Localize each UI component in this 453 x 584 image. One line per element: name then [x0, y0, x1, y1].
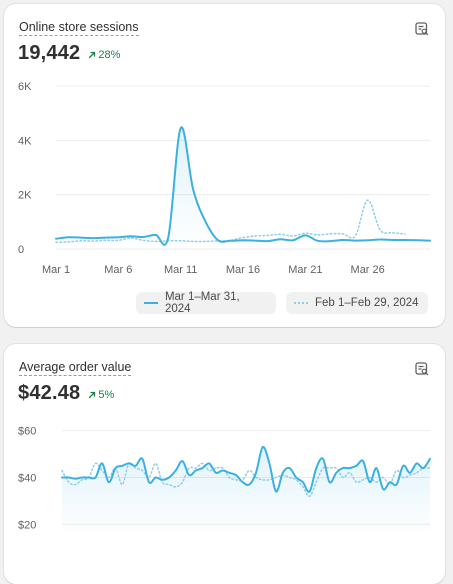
- explore-button[interactable]: [411, 358, 433, 380]
- series-area-fill: [56, 127, 430, 249]
- legend-item-comparison[interactable]: Feb 1–Feb 29, 2024: [286, 292, 428, 314]
- sessions-card-title[interactable]: Online store sessions: [19, 20, 139, 36]
- y-tick-label: 0: [18, 244, 24, 256]
- sessions-card: Online store sessions 19,442 28% 0 2K 4K 6K…: [4, 4, 445, 327]
- sessions-chart[interactable]: 0 2K 4K 6K Mar 1 Mar 6 Mar 11 Mar 16 Mar 21 Mar 2…: [4, 4, 445, 289]
- x-tick-label: Mar 16: [226, 264, 260, 276]
- series-line-current[interactable]: [55, 126, 431, 246]
- chart-search-icon: [415, 362, 429, 376]
- x-tick-label: Mar 11: [164, 264, 197, 276]
- y-tick-label: $40: [18, 472, 36, 484]
- series-area-fill: [62, 446, 430, 536]
- aov-card-title[interactable]: Average order value: [19, 360, 132, 376]
- arrow-up-right-icon: [89, 51, 96, 59]
- aov-metric: $42.48 5%: [18, 382, 114, 405]
- series-line-comparison[interactable]: [55, 199, 406, 243]
- series-line-comparison[interactable]: [61, 462, 431, 497]
- explore-button[interactable]: [411, 18, 433, 40]
- aov-chart[interactable]: $20 $40 $60: [4, 344, 445, 584]
- y-tick-label: 2K: [18, 190, 32, 202]
- legend-label-current: Mar 1–Mar 31, 2024: [164, 291, 240, 315]
- aov-value: $42.48: [18, 382, 81, 404]
- aov-delta-badge: 5%: [88, 389, 114, 401]
- sessions-metric: 19,442 28%: [18, 42, 120, 65]
- y-tick-label: 4K: [18, 135, 32, 147]
- y-tick-label: $20: [18, 519, 36, 531]
- aov-card: Average order value $42.48 5% $20 $40 $60: [4, 344, 445, 584]
- legend-swatch-dotted: [294, 302, 308, 304]
- sessions-delta-value: 28%: [98, 49, 121, 61]
- legend-item-current[interactable]: Mar 1–Mar 31, 2024: [136, 291, 276, 315]
- aov-delta-value: 5%: [98, 389, 115, 401]
- arrow-up-right-icon: [89, 391, 96, 399]
- series-line-current[interactable]: [61, 446, 431, 493]
- x-tick-label: Mar 1: [42, 264, 70, 276]
- x-tick-label: Mar 6: [104, 264, 132, 276]
- x-tick-label: Mar 26: [351, 264, 385, 276]
- legend-label-comparison: Feb 1–Feb 29, 2024: [315, 297, 419, 309]
- sessions-delta-badge: 28%: [88, 49, 120, 61]
- sessions-value: 19,442: [18, 42, 81, 64]
- x-tick-label: Mar 21: [288, 264, 322, 276]
- legend-swatch-solid: [144, 302, 158, 304]
- chart-search-icon: [415, 22, 429, 36]
- y-tick-label: 6K: [18, 81, 32, 93]
- y-tick-label: $60: [18, 426, 36, 438]
